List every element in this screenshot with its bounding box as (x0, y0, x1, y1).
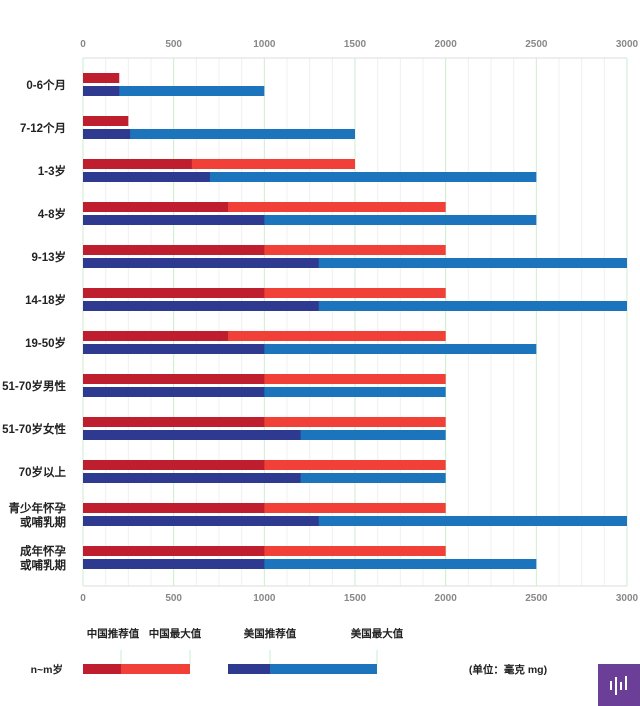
x-tick-label-top: 2500 (525, 39, 548, 50)
bar-china-recommended (83, 245, 265, 255)
bar-china-recommended (83, 116, 129, 126)
bar-us-recommended (83, 215, 265, 225)
bar-china-recommended (83, 460, 265, 470)
bar-us-max (83, 344, 537, 354)
category-label: 9-13岁 (31, 250, 66, 264)
bar-china-recommended (83, 202, 229, 212)
category-label: 青少年怀孕 (9, 501, 67, 515)
category-label: 或哺乳期 (20, 558, 66, 572)
legend-sample-label: n~m岁 (31, 663, 63, 676)
x-tick-label-bottom: 500 (165, 593, 182, 604)
category-label: 7-12个月 (20, 121, 66, 135)
x-tick-label-top: 2000 (435, 39, 458, 50)
x-tick-label-bottom: 2000 (435, 593, 458, 604)
bar-us-max (83, 172, 537, 182)
legend-label: 美国最大值 (351, 627, 404, 640)
category-label: 0-6个月 (26, 78, 66, 92)
x-tick-label-bottom: 1000 (253, 593, 276, 604)
bar-us-max (83, 258, 627, 268)
bar-us-recommended (83, 387, 265, 397)
bar-china-recommended (83, 503, 265, 513)
x-tick-label-top: 1500 (344, 39, 367, 50)
category-label: 或哺乳期 (20, 515, 66, 529)
x-tick-label-top: 3000 (616, 39, 639, 50)
legend-label: 中国最大值 (149, 627, 202, 640)
bar-china-recommended (83, 417, 265, 427)
legend-swatch-us-max (228, 664, 377, 674)
category-label: 19-50岁 (25, 336, 66, 350)
category-label: 70岁以上 (19, 465, 67, 479)
legend-swatch-china-recommended (83, 664, 121, 674)
category-label: 成年怀孕 (20, 544, 66, 558)
legend-swatch-us-recommended (228, 664, 270, 674)
bar-us-max (83, 516, 627, 526)
bar-us-max (83, 301, 627, 311)
bar-us-recommended (83, 516, 319, 526)
bar-us-max (83, 86, 265, 96)
bar-us-max (83, 129, 355, 139)
x-tick-label-bottom: 0 (80, 593, 86, 604)
category-label: 1-3岁 (38, 164, 66, 178)
x-tick-label-bottom: 3000 (616, 593, 639, 604)
category-label: 51-70岁女性 (2, 422, 66, 436)
x-tick-label-top: 0 (80, 39, 86, 50)
bar-us-recommended (83, 129, 131, 139)
logo-icon (598, 664, 640, 706)
category-label: 51-70岁男性 (2, 379, 66, 393)
x-tick-label-bottom: 2500 (525, 593, 548, 604)
bar-china-recommended (83, 73, 120, 83)
bar-china-recommended (83, 331, 229, 341)
bar-us-max (83, 559, 537, 569)
bar-china-max (83, 331, 446, 341)
x-tick-label-top: 500 (165, 39, 182, 50)
bar-china-max (83, 159, 355, 169)
bar-us-max (83, 215, 537, 225)
brand-logo (598, 664, 640, 706)
category-label: 4-8岁 (38, 207, 66, 221)
bar-us-recommended (83, 559, 265, 569)
legend-label: 中国推荐值 (87, 627, 140, 640)
bar-china-recommended (83, 159, 192, 169)
bar-china-recommended (83, 374, 265, 384)
bar-us-recommended (83, 344, 265, 354)
bar-us-recommended (83, 258, 319, 268)
bar-us-recommended (83, 473, 301, 483)
bar-us-recommended (83, 301, 319, 311)
bar-us-recommended (83, 86, 120, 96)
legend-label: 美国推荐值 (244, 627, 297, 640)
unit-note: (单位：毫克 mg) (469, 663, 547, 676)
x-tick-label-bottom: 1500 (344, 593, 367, 604)
bar-china-recommended (83, 546, 265, 556)
bar-us-recommended (83, 430, 301, 440)
x-tick-label-top: 1000 (253, 39, 276, 50)
bar-us-recommended (83, 172, 210, 182)
bar-china-max (83, 202, 446, 212)
bar-china-recommended (83, 288, 265, 298)
category-label: 14-18岁 (25, 293, 66, 307)
legend-swatch-china-max (83, 664, 190, 674)
